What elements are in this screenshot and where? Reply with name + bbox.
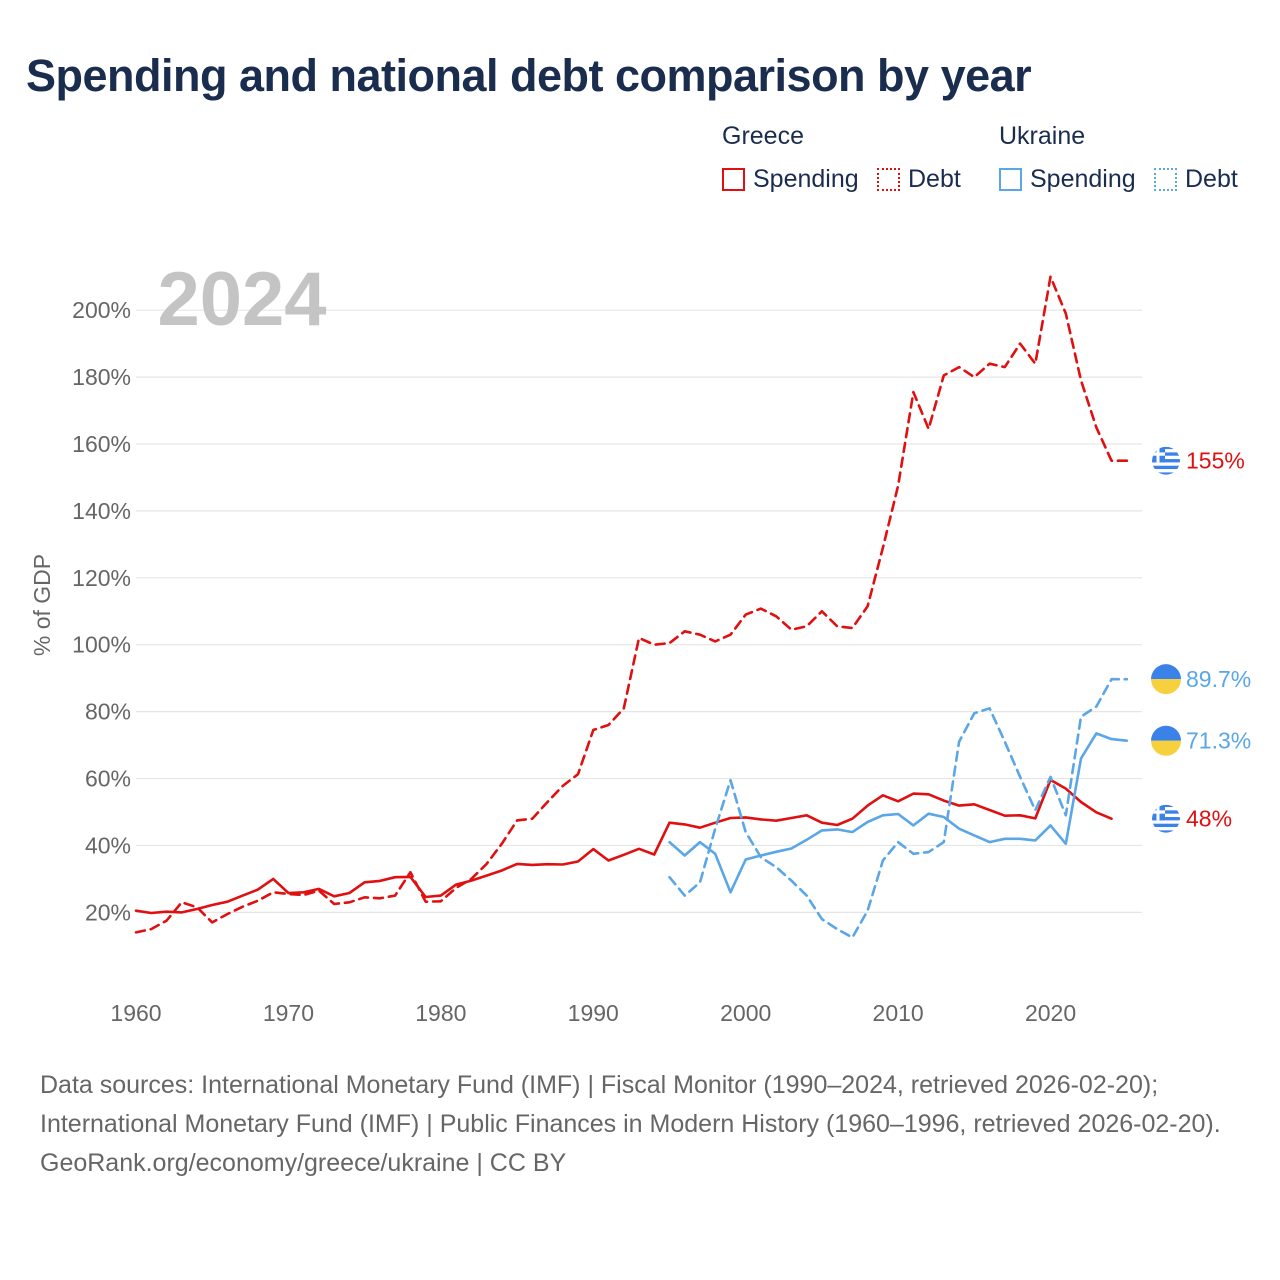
x-tick-label: 2010	[873, 1000, 924, 1026]
flag-icon-ukraine-debt	[1151, 664, 1181, 695]
x-tick-label: 2000	[720, 1000, 771, 1026]
end-label-greece-debt: 155%	[1186, 448, 1245, 474]
legend-item-greece-spending[interactable]: Spending	[722, 164, 859, 194]
series-line-ukraine-spending[interactable]	[668, 732, 1129, 894]
chart-title: Spending and national debt comparison by…	[26, 50, 1032, 101]
legend: Greece Ukraine Spending Debt Spending De…	[722, 122, 1262, 202]
y-tick-label: 100%	[72, 632, 131, 658]
flag-icon-greece-debt	[1151, 445, 1181, 476]
legend-swatch-greece-spending	[722, 167, 745, 191]
x-tick-label: 2020	[1025, 1000, 1076, 1026]
gridlines	[136, 309, 1142, 913]
legend-item-ukraine-debt[interactable]: Debt	[1154, 164, 1238, 194]
legend-label-ukraine-debt: Debt	[1185, 164, 1238, 193]
legend-label-ukraine-spending: Spending	[1030, 164, 1136, 193]
data-sources: Data sources: International Monetary Fun…	[40, 1071, 1221, 1138]
end-label-ukraine-spending: 71.3%	[1186, 728, 1251, 754]
series-line-ukraine-debt[interactable]	[668, 677, 1129, 939]
year-watermark: 2024	[157, 257, 326, 342]
credit-link[interactable]: GeoRank.org/economy/greece/ukraine | CC …	[40, 1149, 567, 1177]
legend-item-ukraine-spending[interactable]: Spending	[999, 164, 1136, 194]
x-tick-label: 1970	[263, 1000, 314, 1026]
x-tick-label: 1980	[415, 1000, 466, 1026]
flag-icon-greece-spending	[1151, 803, 1181, 834]
end-label-ukraine-debt: 89.7%	[1186, 666, 1251, 692]
line-chart: 2024 20% 40% 60% 80% 100% 120% 140% 160% 180% 200…	[29, 257, 1251, 1026]
x-axis-ticks: 1960 1970 1980 1990 2000 2010 2020	[110, 1000, 1076, 1026]
flag-icon-ukraine-spending	[1151, 725, 1181, 756]
y-tick-label: 20%	[85, 899, 131, 925]
x-tick-label: 1960	[110, 1000, 161, 1026]
y-tick-label: 80%	[85, 699, 131, 725]
legend-item-greece-debt[interactable]: Debt	[877, 164, 961, 194]
end-labels: 48% 155% 71.3% 89.7%	[1151, 445, 1251, 834]
y-axis-label: % of GDP	[29, 554, 55, 656]
series-line-greece-debt[interactable]	[134, 275, 1129, 934]
legend-swatch-greece-debt	[877, 167, 900, 191]
legend-label-greece-spending: Spending	[753, 164, 859, 193]
footer: Data sources: International Monetary Fun…	[40, 1066, 1240, 1183]
legend-label-greece-debt: Debt	[908, 164, 961, 193]
legend-country-ukraine: Ukraine	[999, 122, 1086, 150]
y-tick-label: 180%	[72, 364, 131, 390]
y-tick-label: 160%	[72, 431, 131, 457]
y-tick-label: 40%	[85, 832, 131, 858]
x-tick-label: 1990	[568, 1000, 619, 1026]
y-axis-ticks: 20% 40% 60% 80% 100% 120% 140% 160% 180% 200%	[72, 297, 131, 925]
series-lines	[134, 275, 1129, 939]
legend-swatch-ukraine-spending	[999, 167, 1022, 191]
legend-swatch-ukraine-debt	[1154, 167, 1177, 191]
y-tick-label: 200%	[72, 297, 131, 323]
y-tick-label: 60%	[85, 766, 131, 792]
legend-country-greece: Greece	[722, 122, 804, 150]
end-label-greece-spending: 48%	[1186, 806, 1232, 832]
y-tick-label: 120%	[72, 565, 131, 591]
y-tick-label: 140%	[72, 498, 131, 524]
